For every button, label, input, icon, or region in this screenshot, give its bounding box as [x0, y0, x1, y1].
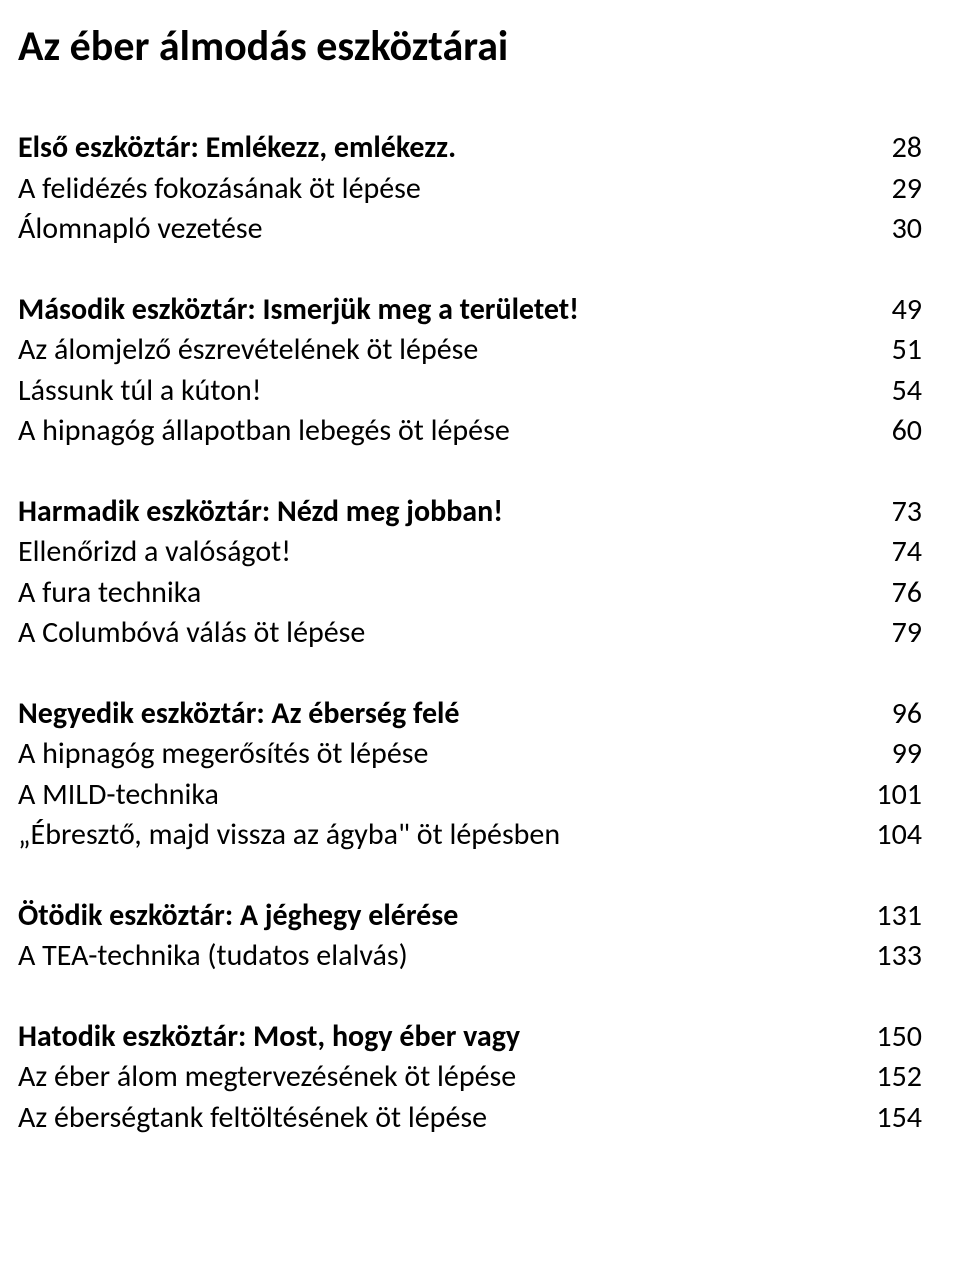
toc-row: Második eszköztár: Ismerjük meg a terüle…: [18, 290, 922, 331]
toc-row: Hatodik eszköztár: Most, hogy éber vagy1…: [18, 1017, 922, 1058]
toc-label: Harmadik eszköztár: Nézd meg jobban!: [18, 492, 852, 533]
toc-page-number: 28: [852, 128, 922, 169]
toc-label: Első eszköztár: Emlékezz, emlékezz.: [18, 128, 852, 169]
toc-page-number: 29: [852, 169, 922, 210]
toc-row: Álomnapló vezetése30: [18, 209, 922, 250]
toc-page-number: 30: [852, 209, 922, 250]
section-gap: [18, 977, 922, 1017]
toc-row: Az éber álom megtervezésének öt lépése15…: [18, 1057, 922, 1098]
toc-label: „Ébresztő, majd vissza az ágyba" öt lépé…: [18, 815, 852, 856]
toc-page-number: 96: [852, 694, 922, 735]
toc-page-number: 54: [852, 371, 922, 412]
toc-page-number: 101: [852, 775, 922, 816]
toc-row: „Ébresztő, majd vissza az ágyba" öt lépé…: [18, 815, 922, 856]
toc-row: Lássunk túl a kúton!54: [18, 371, 922, 412]
toc-page-number: 150: [852, 1017, 922, 1058]
toc-row: A Columbóvá válás öt lépése79: [18, 613, 922, 654]
toc-label: A Columbóvá válás öt lépése: [18, 613, 852, 654]
toc-label: Ötödik eszköztár: A jéghegy elérése: [18, 896, 852, 937]
toc-page-number: 76: [852, 573, 922, 614]
section-gap: [18, 856, 922, 896]
toc-label: Álomnapló vezetése: [18, 209, 852, 250]
toc-label: Az álomjelző észrevételének öt lépése: [18, 330, 852, 371]
toc-page-number: 131: [852, 896, 922, 937]
toc-page-number: 73: [852, 492, 922, 533]
toc-row: Az éberségtank feltöltésének öt lépése15…: [18, 1098, 922, 1139]
toc-page-number: 51: [852, 330, 922, 371]
toc-page-number: 49: [852, 290, 922, 331]
section-gap: [18, 452, 922, 492]
toc-row: A hipnagóg állapotban lebegés öt lépése6…: [18, 411, 922, 452]
toc-page-number: 154: [852, 1098, 922, 1139]
toc-label: A hipnagóg megerősítés öt lépése: [18, 734, 852, 775]
toc-label: Negyedik eszköztár: Az éberség felé: [18, 694, 852, 735]
toc-label: A hipnagóg állapotban lebegés öt lépése: [18, 411, 852, 452]
toc-row: A felidézés fokozásának öt lépése29: [18, 169, 922, 210]
toc-row: Ellenőrizd a valóságot!74: [18, 532, 922, 573]
toc-label: Lássunk túl a kúton!: [18, 371, 852, 412]
toc-label: A MILD-technika: [18, 775, 852, 816]
toc-label: Az éberségtank feltöltésének öt lépése: [18, 1098, 852, 1139]
page-title: Az éber álmodás eszköztárai: [18, 24, 922, 70]
toc-label: A TEA-technika (tudatos elalvás): [18, 936, 852, 977]
toc-row: A fura technika76: [18, 573, 922, 614]
toc-page-number: 60: [852, 411, 922, 452]
toc-page-number: 133: [852, 936, 922, 977]
toc-label: Az éber álom megtervezésének öt lépése: [18, 1057, 852, 1098]
table-of-contents: Első eszköztár: Emlékezz, emlékezz.28A f…: [18, 128, 922, 1138]
toc-row: A TEA-technika (tudatos elalvás)133: [18, 936, 922, 977]
toc-label: Hatodik eszköztár: Most, hogy éber vagy: [18, 1017, 852, 1058]
toc-label: A felidézés fokozásának öt lépése: [18, 169, 852, 210]
section-gap: [18, 250, 922, 290]
toc-page-number: 104: [852, 815, 922, 856]
toc-page-number: 74: [852, 532, 922, 573]
toc-label: A fura technika: [18, 573, 852, 614]
toc-row: Ötödik eszköztár: A jéghegy elérése131: [18, 896, 922, 937]
toc-page-number: 99: [852, 734, 922, 775]
toc-row: A MILD-technika101: [18, 775, 922, 816]
toc-row: Harmadik eszköztár: Nézd meg jobban!73: [18, 492, 922, 533]
toc-row: Negyedik eszköztár: Az éberség felé96: [18, 694, 922, 735]
toc-row: Első eszköztár: Emlékezz, emlékezz.28: [18, 128, 922, 169]
section-gap: [18, 654, 922, 694]
toc-row: A hipnagóg megerősítés öt lépése99: [18, 734, 922, 775]
toc-label: Második eszköztár: Ismerjük meg a terüle…: [18, 290, 852, 331]
toc-page-number: 152: [852, 1057, 922, 1098]
toc-row: Az álomjelző észrevételének öt lépése51: [18, 330, 922, 371]
toc-page-number: 79: [852, 613, 922, 654]
toc-label: Ellenőrizd a valóságot!: [18, 532, 852, 573]
